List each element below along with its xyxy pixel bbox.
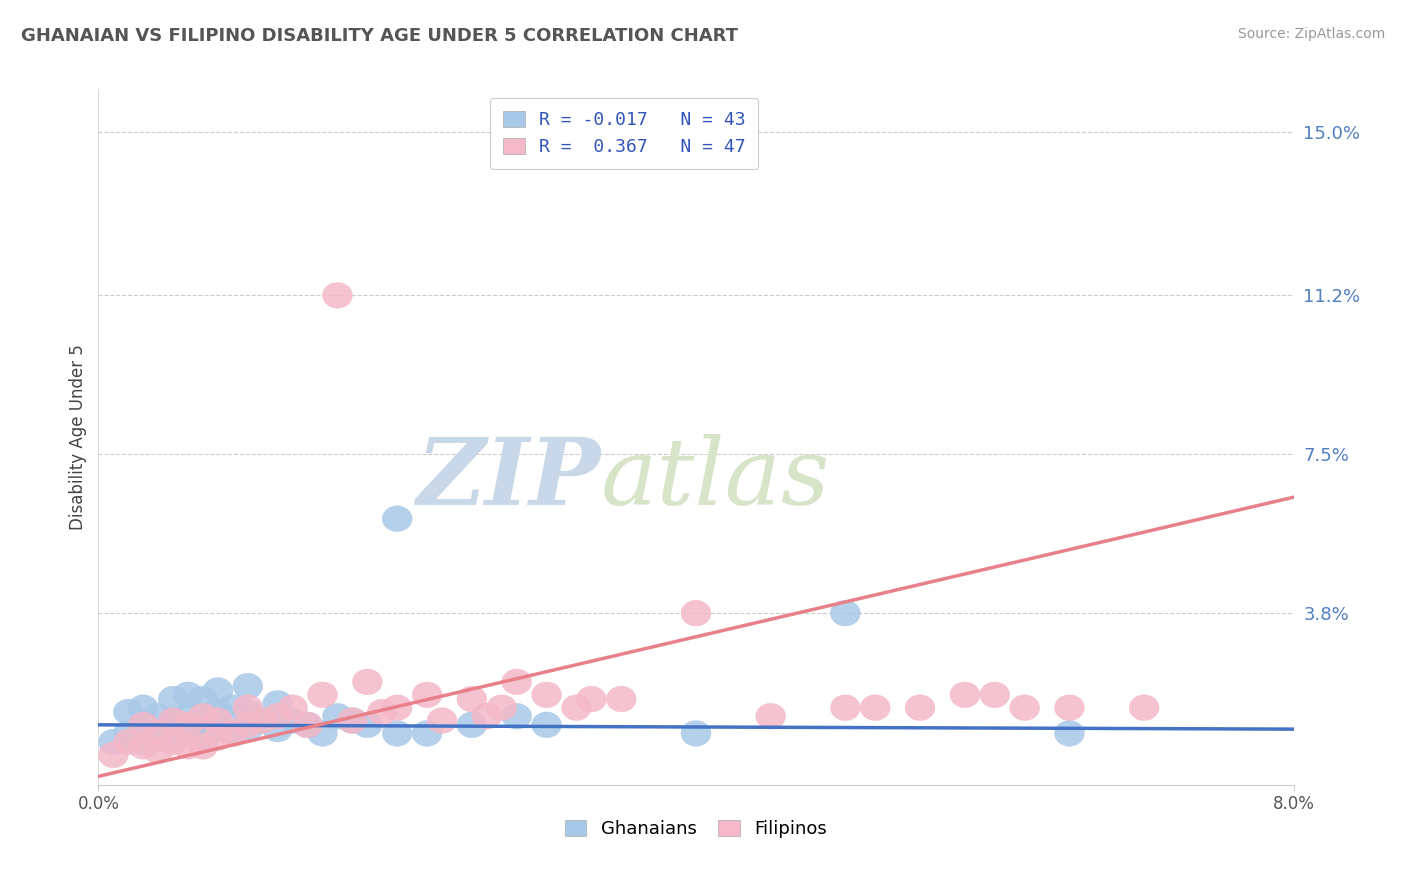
Ellipse shape: [188, 733, 218, 759]
Ellipse shape: [486, 695, 517, 721]
Ellipse shape: [128, 729, 159, 755]
Ellipse shape: [860, 695, 890, 721]
Ellipse shape: [831, 695, 860, 721]
Ellipse shape: [322, 704, 353, 729]
Ellipse shape: [202, 707, 233, 733]
Ellipse shape: [531, 712, 561, 738]
Ellipse shape: [308, 681, 337, 707]
Ellipse shape: [188, 725, 218, 750]
Ellipse shape: [247, 707, 278, 733]
Ellipse shape: [128, 733, 159, 759]
Ellipse shape: [218, 721, 247, 747]
Ellipse shape: [218, 695, 247, 721]
Ellipse shape: [263, 690, 292, 716]
Ellipse shape: [159, 725, 188, 750]
Ellipse shape: [353, 669, 382, 695]
Ellipse shape: [247, 707, 278, 733]
Ellipse shape: [202, 699, 233, 725]
Ellipse shape: [143, 704, 173, 729]
Ellipse shape: [114, 729, 143, 755]
Text: atlas: atlas: [600, 434, 830, 524]
Ellipse shape: [412, 721, 441, 747]
Ellipse shape: [202, 716, 233, 742]
Text: GHANAIAN VS FILIPINO DISABILITY AGE UNDER 5 CORRELATION CHART: GHANAIAN VS FILIPINO DISABILITY AGE UNDE…: [21, 27, 738, 45]
Ellipse shape: [308, 721, 337, 747]
Ellipse shape: [173, 704, 202, 729]
Ellipse shape: [427, 707, 457, 733]
Ellipse shape: [756, 704, 786, 729]
Ellipse shape: [292, 712, 322, 738]
Y-axis label: Disability Age Under 5: Disability Age Under 5: [69, 344, 87, 530]
Ellipse shape: [278, 695, 308, 721]
Ellipse shape: [173, 721, 202, 747]
Ellipse shape: [337, 707, 367, 733]
Ellipse shape: [233, 699, 263, 725]
Text: Source: ZipAtlas.com: Source: ZipAtlas.com: [1237, 27, 1385, 41]
Ellipse shape: [263, 716, 292, 742]
Ellipse shape: [337, 707, 367, 733]
Legend: Ghanaians, Filipinos: Ghanaians, Filipinos: [558, 813, 834, 846]
Ellipse shape: [233, 673, 263, 699]
Ellipse shape: [263, 704, 292, 729]
Ellipse shape: [576, 686, 606, 712]
Ellipse shape: [502, 669, 531, 695]
Ellipse shape: [561, 695, 592, 721]
Ellipse shape: [322, 283, 353, 309]
Ellipse shape: [233, 716, 263, 742]
Ellipse shape: [173, 681, 202, 707]
Ellipse shape: [233, 712, 263, 738]
Ellipse shape: [292, 712, 322, 738]
Ellipse shape: [143, 738, 173, 764]
Ellipse shape: [159, 707, 188, 733]
Ellipse shape: [681, 721, 711, 747]
Ellipse shape: [128, 712, 159, 738]
Ellipse shape: [681, 600, 711, 626]
Ellipse shape: [188, 686, 218, 712]
Ellipse shape: [188, 704, 218, 729]
Ellipse shape: [502, 704, 531, 729]
Ellipse shape: [202, 725, 233, 750]
Ellipse shape: [98, 729, 128, 755]
Ellipse shape: [353, 712, 382, 738]
Ellipse shape: [382, 695, 412, 721]
Ellipse shape: [1010, 695, 1039, 721]
Ellipse shape: [218, 721, 247, 747]
Ellipse shape: [114, 721, 143, 747]
Ellipse shape: [905, 695, 935, 721]
Ellipse shape: [831, 600, 860, 626]
Ellipse shape: [188, 704, 218, 729]
Ellipse shape: [412, 681, 441, 707]
Ellipse shape: [980, 681, 1010, 707]
Ellipse shape: [128, 712, 159, 738]
Ellipse shape: [457, 686, 486, 712]
Ellipse shape: [173, 733, 202, 759]
Ellipse shape: [950, 681, 980, 707]
Ellipse shape: [143, 725, 173, 750]
Ellipse shape: [128, 695, 159, 721]
Ellipse shape: [1054, 721, 1084, 747]
Ellipse shape: [143, 721, 173, 747]
Ellipse shape: [278, 707, 308, 733]
Ellipse shape: [606, 686, 637, 712]
Text: ZIP: ZIP: [416, 434, 600, 524]
Ellipse shape: [367, 699, 398, 725]
Ellipse shape: [382, 506, 412, 532]
Ellipse shape: [159, 686, 188, 712]
Ellipse shape: [472, 704, 502, 729]
Ellipse shape: [114, 699, 143, 725]
Ellipse shape: [1129, 695, 1159, 721]
Ellipse shape: [382, 721, 412, 747]
Ellipse shape: [457, 712, 486, 738]
Ellipse shape: [173, 712, 202, 738]
Ellipse shape: [159, 707, 188, 733]
Ellipse shape: [202, 678, 233, 704]
Ellipse shape: [233, 695, 263, 721]
Ellipse shape: [1054, 695, 1084, 721]
Ellipse shape: [159, 729, 188, 755]
Ellipse shape: [98, 742, 128, 768]
Ellipse shape: [531, 681, 561, 707]
